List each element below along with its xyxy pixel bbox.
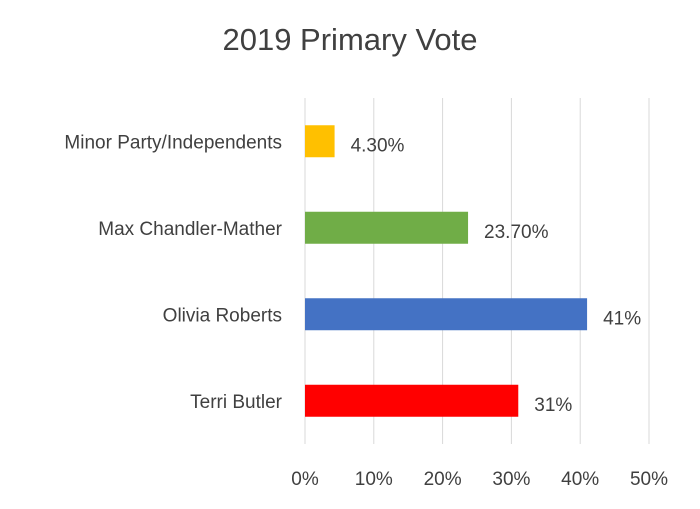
x-tick-label: 40% — [561, 469, 599, 490]
x-tick-label: 30% — [492, 469, 530, 490]
bar-0 — [305, 125, 335, 158]
bar-2 — [305, 298, 588, 331]
category-label: Minor Party/Independents — [64, 132, 282, 153]
x-tick-label: 20% — [424, 469, 462, 490]
x-tick-label: 0% — [291, 469, 319, 490]
x-tick-label: 10% — [355, 469, 393, 490]
category-labels: Minor Party/Independents Max Chandler-Mat… — [64, 132, 282, 413]
chart-title: 2019 Primary Vote — [222, 22, 478, 57]
category-label: Max Chandler-Mather — [98, 219, 282, 240]
bar-1 — [305, 211, 469, 244]
category-label: Terri Butler — [190, 392, 283, 413]
data-label: 41% — [603, 308, 641, 329]
value-labels: 4.30% 23.70% 41% 31% — [351, 135, 642, 416]
x-tick-labels: 0% 10% 20% 30% 40% 50% — [291, 469, 668, 490]
data-label: 31% — [534, 395, 572, 416]
bar-3 — [305, 384, 519, 417]
bar-layer — [305, 125, 588, 417]
data-label: 23.70% — [484, 222, 549, 243]
category-label: Olivia Roberts — [163, 305, 282, 326]
data-label: 4.30% — [351, 135, 405, 156]
x-tick-label: 50% — [630, 469, 668, 490]
